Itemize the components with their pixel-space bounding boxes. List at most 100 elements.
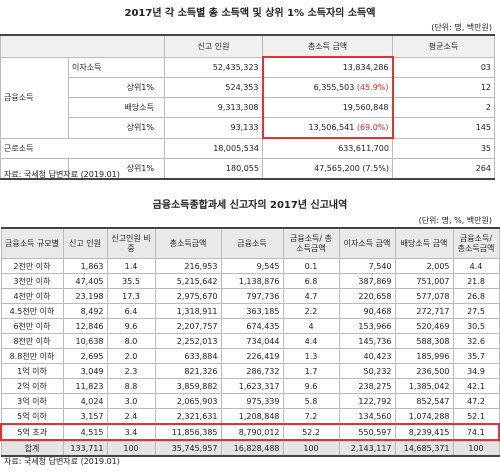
- cell: 35,745,957: [154, 439, 222, 457]
- cell: 577,078: [394, 288, 454, 304]
- cell: 52.2: [282, 423, 340, 441]
- value-cell: 18,005,534: [164, 137, 263, 159]
- cell: 2.0: [106, 348, 156, 364]
- cell: 8,790,012: [220, 423, 284, 441]
- cell: 1.3: [282, 348, 340, 364]
- header-cell: 평균소득: [392, 34, 495, 58]
- value-cell: 47,565,200 (7.5%): [262, 158, 393, 180]
- income-table: 신고 인원 총소득 금액 평균소득 금융소득 이자소득 52,435,323 13,834,…: [0, 34, 495, 180]
- row: 합계 133,711 100 35,745,957 16,828,488 100 2,143…: [0, 439, 500, 457]
- cell: 734,044: [220, 333, 284, 349]
- report-table: 금융소득 규모별 신고 인원 신고인원 비중 총소득금액 금융소득 금융소득/ 총소득금액…: [0, 227, 500, 457]
- row: 상위1% 524,353 6,355,503 (45.9%) 12: [1, 77, 495, 98]
- label-cell: 배당소득: [68, 97, 165, 118]
- cell: 8,239,415: [394, 423, 454, 441]
- cell: 2,252,013: [154, 333, 222, 349]
- value: 13,506,541: [308, 123, 355, 132]
- value-cell: 633,611,700: [262, 137, 393, 159]
- table1-source: 자료: 국세청 답변자료 (2019.01): [4, 170, 120, 179]
- cell: 35.5: [106, 273, 156, 289]
- cell: 1.4: [106, 258, 156, 274]
- cell: 5억 초과: [0, 423, 64, 441]
- value-cell: 13,506,541 (69.0%): [261, 117, 394, 139]
- row: 4천만 이하 23,198 17.3 2,975,670 797,736 4.7 220,6…: [0, 288, 500, 304]
- cell: 122,792: [338, 393, 396, 409]
- cell: 5.8: [282, 393, 340, 409]
- cell: 47.2: [452, 393, 500, 409]
- header-cell: 금융소득/ 총소득금액: [282, 227, 340, 259]
- row: 금융소득 이자소득 52,435,323 13,834,286 03: [0, 56, 495, 139]
- cell: 8.8천만 이하: [0, 348, 64, 364]
- cell: 4,515: [62, 423, 108, 441]
- cell: 4천만 이하: [0, 288, 64, 304]
- header-cell: 금융소득: [220, 227, 284, 259]
- cell: 1,208,848: [220, 408, 284, 425]
- cell: 153,966: [338, 318, 396, 334]
- cell: 1,074,288: [394, 408, 454, 425]
- header-row: 금융소득 규모별 신고 인원 신고인원 비중 총소득금액 금융소득 금융소득/ 총소득금액…: [0, 227, 500, 259]
- row: 2천만 이하 1,863 1.4 216,953 9,545 0.1 7,540 2,005 4…: [0, 258, 500, 274]
- cell: 236,500: [394, 363, 454, 379]
- cell: 1,385,042: [394, 378, 454, 394]
- cell: 387,869: [338, 273, 396, 289]
- cell: 2,321,631: [154, 408, 222, 425]
- table2-unit: (단위: 명, %, 백만원): [418, 216, 492, 225]
- value-cell: 6,355,503 (45.9%): [261, 77, 394, 98]
- group-cell: 근로소득: [0, 137, 165, 159]
- value-cell: 2: [392, 97, 495, 118]
- cell: 1.7: [282, 363, 340, 379]
- value-cell: 35: [392, 137, 495, 159]
- cell: 6천만 이하: [0, 318, 64, 334]
- cell: 11,823: [62, 378, 108, 394]
- cell: 4.4: [282, 333, 340, 349]
- cell: 9.6: [282, 378, 340, 394]
- header-cell: 총소득금액: [154, 227, 222, 259]
- cell: 8.0: [106, 333, 156, 349]
- cell: 2억 이하: [0, 378, 64, 394]
- cell: 26.8: [452, 288, 500, 304]
- table2-source: 자료: 국세청 답변자료 (2019.01): [4, 457, 120, 466]
- cell: 2,695: [62, 348, 108, 364]
- cell: 3천만 이하: [0, 273, 64, 289]
- row: 8천만 이하 10,638 8.0 2,252,013 734,044 4.4 145,73…: [0, 333, 500, 349]
- cell: 2.2: [282, 303, 340, 319]
- table1-unit: (단위: 명, 백만원): [431, 23, 492, 32]
- cell: 7.2: [282, 408, 340, 425]
- row: 6천만 이하 12,846 9.6 2,207,757 674,435 4 153,966 5…: [0, 318, 500, 334]
- cell: 216,953: [154, 258, 222, 274]
- cell: 751,007: [394, 273, 454, 289]
- cell: 90,468: [338, 303, 396, 319]
- cell: 17.3: [106, 288, 156, 304]
- row: 3억 이하 4,024 3.0 2,065,903 975,339 5.8 122,792 8…: [0, 393, 500, 409]
- cell: 5,215,642: [154, 273, 222, 289]
- value-cell: 524,353: [164, 77, 263, 98]
- cell: 34.9: [452, 363, 500, 379]
- cell: 23,198: [62, 288, 108, 304]
- cell: 32.6: [452, 333, 500, 349]
- cell: 588,308: [394, 333, 454, 349]
- cell: 7,540: [338, 258, 396, 274]
- row: 상위1% 180,055 47,565,200 (7.5%) 264: [0, 158, 495, 180]
- cell: 47,405: [62, 273, 108, 289]
- cell: 1,863: [62, 258, 108, 274]
- cell: 238,275: [338, 378, 396, 394]
- cell: 363,185: [220, 303, 284, 319]
- cell: 2천만 이하: [0, 258, 64, 274]
- cell: 14,685,371: [394, 439, 454, 457]
- cell: 100: [106, 439, 156, 457]
- cell: 3.4: [106, 423, 156, 441]
- cell: 2,143,117: [338, 439, 396, 457]
- cell: 42.1: [452, 378, 500, 394]
- cell: 185,996: [394, 348, 454, 364]
- header-cell: 총소득 금액: [262, 34, 393, 58]
- cell: 27.5: [452, 303, 500, 319]
- cell: 2,065,903: [154, 393, 222, 409]
- group-cell: 금융소득: [0, 56, 69, 139]
- cell: 520,469: [394, 318, 454, 334]
- cell: 8.8: [106, 378, 156, 394]
- cell: 100: [282, 439, 340, 457]
- cell: 3.0: [106, 393, 156, 409]
- share: (45.9%): [356, 83, 389, 92]
- header-row: 신고 인원 총소득 금액 평균소득: [0, 34, 495, 58]
- cell: 226,419: [220, 348, 284, 364]
